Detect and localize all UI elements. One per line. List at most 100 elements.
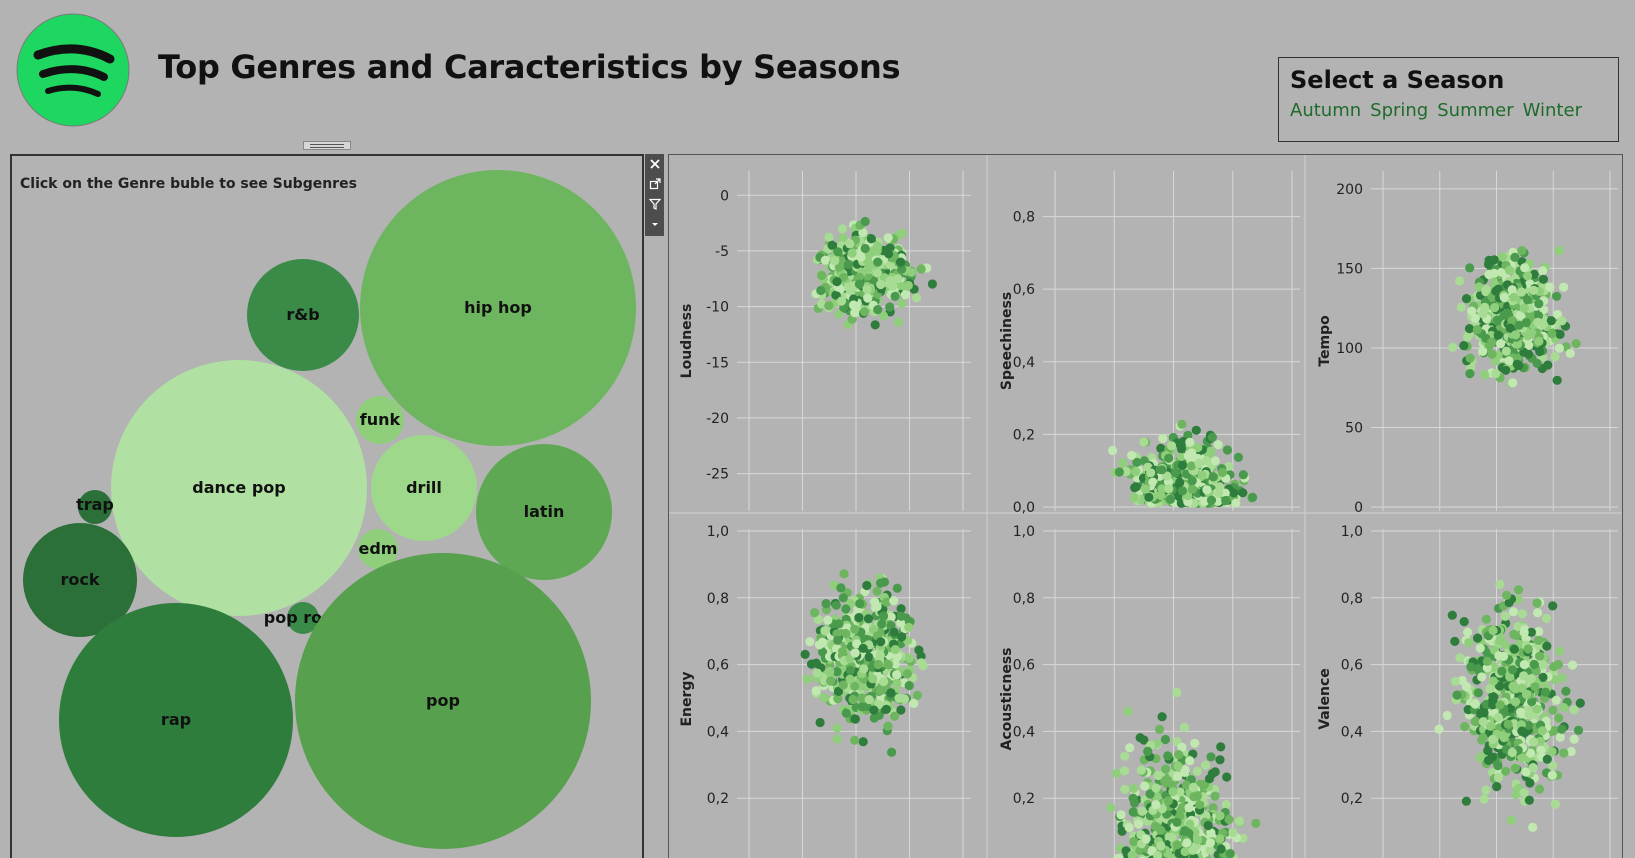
- scatter-point[interactable]: [1193, 442, 1203, 453]
- scatter-point[interactable]: [1512, 359, 1522, 369]
- scatter-point[interactable]: [802, 674, 812, 684]
- scatter-point[interactable]: [1554, 245, 1564, 256]
- scatter-point[interactable]: [904, 622, 914, 632]
- filter-icon[interactable]: [645, 194, 664, 214]
- scatter-point[interactable]: [1501, 365, 1511, 375]
- scatter-point[interactable]: [1503, 308, 1513, 318]
- scatter-point[interactable]: [894, 693, 904, 703]
- scatter-point[interactable]: [1467, 306, 1477, 316]
- scatter-point[interactable]: [1206, 495, 1217, 505]
- scatter-point[interactable]: [1568, 660, 1578, 670]
- scatter-point[interactable]: [1160, 734, 1170, 745]
- genre-bubble-trap[interactable]: trap: [76, 490, 114, 524]
- scatter-point[interactable]: [1463, 627, 1473, 637]
- scatter-point[interactable]: [1153, 851, 1163, 858]
- scatter-point[interactable]: [878, 311, 888, 321]
- scatter-point[interactable]: [1529, 737, 1539, 747]
- scatter-point[interactable]: [1160, 776, 1170, 786]
- scatter-point[interactable]: [1193, 835, 1203, 845]
- scatter-point[interactable]: [1545, 282, 1555, 292]
- scatter-point[interactable]: [1493, 772, 1503, 783]
- scatter-point[interactable]: [1132, 457, 1142, 467]
- scatter-point[interactable]: [1175, 477, 1185, 488]
- scatter-point[interactable]: [1125, 743, 1135, 753]
- scatter-point[interactable]: [800, 649, 810, 659]
- scatter-point[interactable]: [877, 619, 887, 629]
- scatter-point[interactable]: [1206, 752, 1216, 762]
- scatter-point[interactable]: [1130, 483, 1140, 493]
- scatter-point[interactable]: [1554, 343, 1564, 353]
- scatter-point[interactable]: [1455, 653, 1465, 663]
- scatter-point[interactable]: [1153, 770, 1163, 781]
- scatter-point[interactable]: [1214, 488, 1224, 498]
- scatter-point[interactable]: [1128, 807, 1138, 817]
- scatter-point[interactable]: [1172, 817, 1182, 827]
- scatter-point[interactable]: [1509, 629, 1519, 640]
- scatter-point[interactable]: [1156, 841, 1166, 851]
- scatter-point[interactable]: [1121, 466, 1131, 477]
- scatter-point[interactable]: [1481, 287, 1491, 297]
- scatter-point[interactable]: [833, 686, 844, 696]
- scatter-point[interactable]: [850, 735, 860, 745]
- scatter-point[interactable]: [1516, 707, 1526, 717]
- scatter-point[interactable]: [857, 702, 867, 712]
- scatter-point[interactable]: [1224, 461, 1234, 472]
- scatter-point[interactable]: [833, 694, 843, 704]
- scatter-point[interactable]: [1248, 492, 1258, 502]
- scatter-point[interactable]: [1222, 445, 1233, 455]
- scatter-point[interactable]: [1546, 316, 1556, 326]
- scatter-point[interactable]: [1188, 782, 1198, 792]
- scatter-point[interactable]: [1187, 484, 1198, 494]
- scatter-point[interactable]: [1180, 765, 1190, 775]
- scatter-point[interactable]: [1497, 267, 1507, 277]
- scatter-point[interactable]: [832, 723, 842, 733]
- scatter-point[interactable]: [1547, 747, 1557, 757]
- scatter-point[interactable]: [1524, 710, 1534, 720]
- scatter-point[interactable]: [1207, 432, 1217, 442]
- scatter-point[interactable]: [1157, 465, 1167, 475]
- scatter-point[interactable]: [1502, 590, 1512, 600]
- scatter-point[interactable]: [1185, 756, 1195, 766]
- scatter-point[interactable]: [1180, 826, 1190, 836]
- scatter-point[interactable]: [1141, 834, 1151, 844]
- scatter-point[interactable]: [1538, 672, 1548, 682]
- scatter-point[interactable]: [845, 665, 855, 675]
- scatter-point[interactable]: [1164, 453, 1174, 463]
- scatter-point[interactable]: [1533, 608, 1543, 618]
- scatter-point[interactable]: [1177, 460, 1187, 471]
- scatter-point[interactable]: [1522, 271, 1533, 281]
- scatter-point[interactable]: [1501, 346, 1511, 356]
- scatter-point[interactable]: [1534, 784, 1545, 794]
- scatter-point[interactable]: [850, 648, 860, 658]
- scatter-point[interactable]: [1177, 742, 1187, 752]
- scatter-point[interactable]: [1485, 684, 1495, 694]
- scatter-point[interactable]: [1434, 724, 1444, 734]
- genre-bubble-funk[interactable]: funk: [356, 396, 404, 444]
- scatter-point[interactable]: [858, 643, 868, 653]
- scatter-point[interactable]: [1495, 700, 1505, 710]
- scatter-point[interactable]: [903, 280, 913, 291]
- scatter-point[interactable]: [1217, 467, 1227, 478]
- scatter-point[interactable]: [1523, 331, 1533, 341]
- scatter-point[interactable]: [834, 309, 844, 319]
- scatter-point[interactable]: [1195, 799, 1205, 810]
- scatter-point[interactable]: [805, 637, 815, 647]
- scatter-point[interactable]: [1167, 780, 1177, 790]
- scatter-point[interactable]: [1491, 286, 1501, 296]
- scatter-point[interactable]: [876, 637, 886, 647]
- scatter-point[interactable]: [1204, 774, 1215, 784]
- scatter-point[interactable]: [1442, 710, 1452, 721]
- scatter-point[interactable]: [862, 284, 872, 294]
- scatter-point[interactable]: [854, 279, 864, 289]
- scatter-point[interactable]: [1493, 761, 1503, 771]
- scatter-point[interactable]: [1157, 712, 1167, 722]
- scatter-point[interactable]: [1559, 703, 1569, 713]
- scatter-point[interactable]: [904, 653, 914, 663]
- scatter-point[interactable]: [1529, 285, 1539, 295]
- scatter-point[interactable]: [1547, 761, 1558, 771]
- scatter-point[interactable]: [843, 282, 853, 292]
- scatter-point[interactable]: [911, 293, 922, 303]
- scatter-point[interactable]: [890, 645, 900, 655]
- scatter-point[interactable]: [1177, 419, 1187, 429]
- scatter-point[interactable]: [1533, 311, 1544, 321]
